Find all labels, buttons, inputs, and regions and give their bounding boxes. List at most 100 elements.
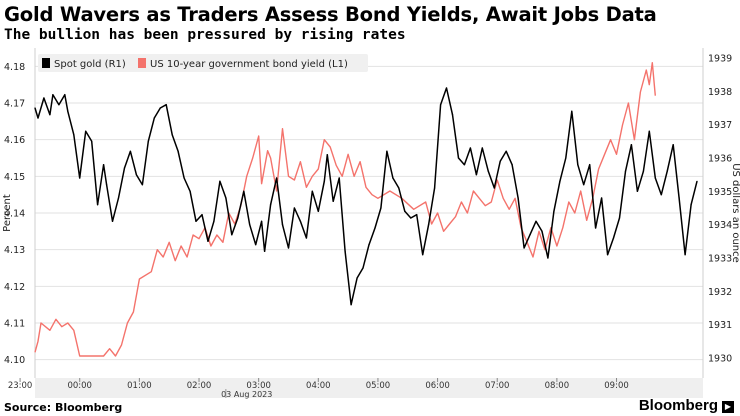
- legend-swatch-yield: [138, 58, 146, 68]
- y-left-axis-label: Percent: [2, 194, 13, 232]
- y-left-tick-label: 4.17: [4, 99, 25, 110]
- x-tick-label: 05:00: [366, 381, 391, 391]
- brand-mark-icon: ▶: [722, 401, 734, 413]
- data-point-gold: [219, 180, 221, 182]
- legend-swatch-gold: [42, 58, 50, 68]
- data-point-gold: [601, 197, 603, 199]
- data-point-gold: [511, 164, 513, 166]
- data-point-gold: [293, 207, 296, 209]
- x-tick-label: 09:00: [604, 381, 629, 391]
- data-point-gold: [493, 187, 495, 189]
- data-point-gold: [350, 304, 352, 306]
- data-point-gold: [332, 200, 334, 202]
- y-right-tick-label: 1935: [708, 187, 732, 198]
- data-point-gold: [356, 277, 358, 279]
- data-point-gold: [368, 244, 370, 246]
- data-point-gold: [123, 167, 126, 169]
- data-point-gold: [255, 244, 257, 246]
- x-tick-label: 04:00: [306, 381, 331, 391]
- data-point-gold: [481, 147, 483, 149]
- data-point-gold: [457, 157, 460, 159]
- data-point-gold: [469, 147, 471, 149]
- data-point-gold: [275, 177, 278, 179]
- data-point-gold: [281, 224, 284, 226]
- data-point-gold: [571, 110, 573, 112]
- y-left-tick-label: 4.14: [4, 209, 25, 220]
- data-point-gold: [577, 164, 579, 166]
- data-point-gold: [416, 214, 418, 216]
- data-point-gold: [207, 240, 209, 242]
- data-point-gold: [79, 177, 81, 179]
- data-point-gold: [326, 154, 328, 156]
- data-point-gold: [105, 184, 108, 186]
- data-point-gold: [499, 160, 501, 162]
- data-point-gold: [299, 220, 302, 222]
- data-point-gold: [317, 210, 319, 212]
- y-right-tick-label: 1933: [708, 254, 732, 265]
- data-point-gold: [684, 254, 686, 256]
- data-point-gold: [392, 177, 394, 179]
- data-point-gold: [67, 110, 69, 112]
- data-point-gold: [451, 114, 454, 116]
- data-point-gold: [231, 234, 233, 236]
- data-point-gold: [374, 227, 376, 229]
- data-point-gold: [553, 210, 555, 212]
- data-point-gold: [541, 230, 543, 232]
- data-point-gold: [445, 87, 448, 89]
- data-point-gold: [660, 194, 662, 196]
- y-right-tick-label: 1931: [708, 320, 732, 331]
- x-tick-label: 01:00: [127, 381, 152, 391]
- chart-subtitle: The bullion has been pressured by rising…: [4, 27, 406, 43]
- legend-label-yield: US 10-year government bond yield (L1): [150, 59, 348, 70]
- data-point-gold: [606, 254, 609, 256]
- data-point-gold: [463, 164, 466, 166]
- legend-label-gold: Spot gold (R1): [54, 59, 126, 70]
- data-point-gold: [624, 170, 627, 172]
- data-point-gold: [386, 150, 388, 152]
- data-point-gold: [165, 104, 167, 106]
- data-point-gold: [380, 207, 382, 209]
- data-point-gold: [249, 224, 251, 226]
- source-note: Source: Bloomberg: [4, 401, 123, 414]
- data-point-gold: [261, 220, 263, 222]
- data-point-gold: [195, 220, 197, 222]
- chart-title: Gold Wavers as Traders Assess Bond Yield…: [4, 3, 657, 26]
- data-point-gold: [43, 97, 45, 99]
- data-point-gold: [583, 184, 585, 186]
- data-point-gold: [678, 197, 680, 199]
- y-left-tick-label: 4.18: [4, 62, 25, 73]
- data-point-gold: [565, 157, 567, 159]
- y-right-tick-label: 1936: [708, 154, 732, 165]
- y-left-tick-label: 4.12: [4, 282, 25, 293]
- data-point-gold: [362, 267, 364, 269]
- chart: 4.10 4.11 4.12 4.13 4.14 4.15 4.16 4.17 4.18 1930…: [2, 48, 740, 399]
- data-point-gold: [64, 94, 66, 96]
- data-point-gold: [189, 190, 191, 192]
- data-point-gold: [696, 180, 698, 182]
- data-point-gold: [654, 177, 656, 179]
- x-tick-label: 06:00: [425, 381, 450, 391]
- data-point-gold: [135, 174, 137, 176]
- data-point-gold: [183, 177, 185, 179]
- x-tick-label: 02:00: [187, 381, 212, 391]
- data-point-gold: [529, 234, 531, 236]
- data-point-gold: [517, 197, 519, 199]
- x-tick-label: 23:00: [8, 381, 33, 391]
- data-point-gold: [287, 247, 290, 249]
- data-point-gold: [102, 164, 105, 166]
- data-point-gold: [117, 197, 120, 199]
- brand-logo: Bloomberg: [638, 397, 718, 414]
- data-point-gold: [141, 184, 143, 186]
- data-point-gold: [129, 150, 132, 152]
- data-point-gold: [547, 257, 549, 259]
- data-point-gold: [410, 217, 412, 219]
- y-right-tick-label: 1937: [708, 120, 732, 131]
- x-date-label: 03 Aug 2023: [221, 390, 272, 399]
- data-point-gold: [672, 144, 674, 146]
- data-point-gold: [487, 170, 489, 172]
- data-point-gold: [171, 134, 173, 136]
- data-point-gold: [311, 190, 313, 192]
- data-point-gold: [58, 104, 60, 106]
- data-point-gold: [666, 170, 668, 172]
- y-right-tick-label: 1938: [708, 87, 732, 98]
